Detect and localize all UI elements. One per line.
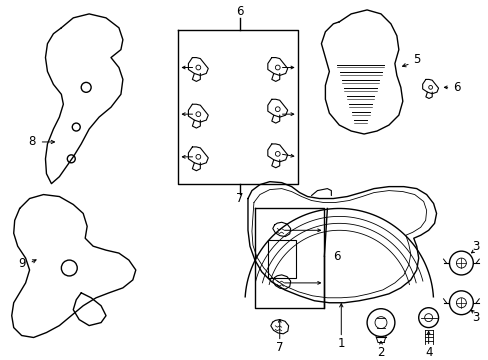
Bar xyxy=(267,240,295,278)
Text: 6: 6 xyxy=(452,81,459,94)
Text: 8: 8 xyxy=(28,135,35,148)
Text: 9: 9 xyxy=(18,257,25,270)
Text: 6: 6 xyxy=(236,5,244,18)
Text: 5: 5 xyxy=(412,53,420,66)
Text: 4: 4 xyxy=(424,346,431,359)
Text: 3: 3 xyxy=(471,311,479,324)
Text: 7: 7 xyxy=(236,192,244,205)
Text: 3: 3 xyxy=(471,240,479,253)
Text: 2: 2 xyxy=(376,346,384,359)
Text: 1: 1 xyxy=(337,337,345,350)
Text: 7: 7 xyxy=(275,341,283,354)
Text: 6: 6 xyxy=(333,249,340,262)
